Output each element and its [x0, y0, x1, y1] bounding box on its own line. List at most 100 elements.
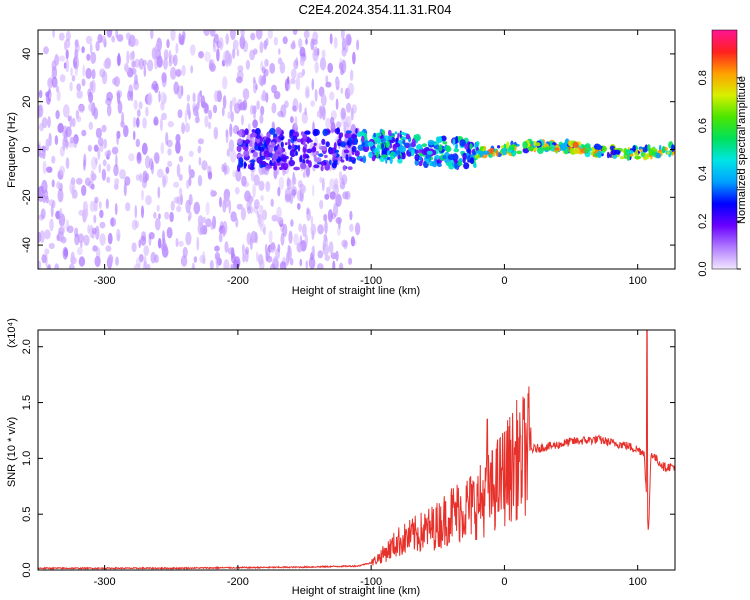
heatmap-cell [124, 64, 129, 73]
heatmap-cell [38, 260, 42, 269]
heatmap-cell [271, 214, 279, 222]
heatmap-cell [333, 142, 337, 150]
heatmap-cells [38, 30, 675, 269]
heatmap-cell [308, 256, 316, 269]
heatmap-cell [341, 30, 345, 41]
heatmap-cell [64, 38, 71, 49]
heatmap-cell [254, 141, 258, 147]
heatmap-cell [129, 51, 134, 61]
heatmap-cell [99, 142, 104, 153]
heatmap-cell [253, 174, 260, 186]
heatmap-cell [223, 259, 230, 269]
heatmap-cell [71, 185, 75, 199]
heatmap-cell [191, 262, 196, 269]
heatmap-cell [65, 126, 72, 138]
heatmap-cell [250, 132, 257, 138]
heatmap-cell [251, 129, 256, 133]
heatmap-cell [107, 254, 114, 265]
heatmap-cell [115, 30, 119, 39]
heatmap-cell [59, 165, 65, 176]
heatmap-cell [294, 116, 298, 129]
heatmap-cell [156, 204, 160, 212]
heatmap-cell [375, 132, 382, 137]
heatmap-cell [349, 210, 353, 221]
heatmap-cell [432, 149, 437, 156]
heatmap-cell [170, 200, 175, 211]
heatmap-cell [43, 46, 49, 55]
heatmap-cell [308, 160, 312, 168]
heatmap-cell [634, 155, 642, 160]
heatmap-cell [184, 122, 190, 133]
heatmap-cell [130, 67, 137, 75]
heatmap-cell [161, 112, 167, 121]
heatmap-cell [250, 32, 256, 41]
heatmap-cell [123, 125, 129, 138]
heatmap-cell [397, 154, 401, 160]
heatmap-cell [244, 139, 250, 145]
heatmap-cell [322, 128, 329, 137]
heatmap-cell [241, 129, 245, 137]
heatmap-cell [590, 151, 594, 156]
heatmap-cell [241, 244, 245, 255]
heatmap-cell [310, 215, 314, 226]
heatmap-cell [469, 157, 475, 165]
heatmap-cell [387, 136, 393, 141]
heatmap-cell [304, 107, 307, 116]
heatmap-cell [438, 144, 443, 152]
heatmap-cell [116, 54, 122, 67]
heatmap-cell [188, 176, 192, 187]
heatmap-cell [56, 181, 61, 190]
heatmap-cell [107, 232, 113, 245]
heatmap-cell [167, 121, 174, 128]
heatmap-cell [89, 42, 93, 54]
heatmap-cell [339, 170, 342, 180]
heatmap-cell [312, 146, 317, 153]
heatmap-cell [97, 33, 103, 44]
heatmap-cell [229, 123, 233, 137]
heatmap-cell [361, 141, 365, 146]
heatmap-cell [306, 148, 313, 154]
heatmap-cell [287, 144, 292, 150]
heatmap-cell [473, 163, 477, 168]
x-tick-label: -300 [94, 275, 116, 287]
heatmap-cell [361, 135, 365, 143]
heatmap-cell [143, 245, 150, 256]
heatmap-cell [97, 137, 104, 147]
colorbar-label: Normalized spectral amplitude [736, 76, 748, 224]
heatmap-cell [260, 195, 264, 202]
heatmap-cell [300, 131, 305, 136]
heatmap-cell [671, 144, 675, 153]
heatmap-cell [225, 129, 229, 144]
heatmap-cell [572, 141, 579, 148]
heatmap-cell [175, 140, 181, 154]
snr-series-line [38, 330, 675, 570]
y-tick-label: -20 [21, 189, 33, 205]
heatmap-cell [488, 154, 494, 158]
heatmap-cell [193, 201, 201, 215]
heatmap-cell [291, 143, 295, 152]
heatmap-cell [89, 200, 96, 212]
heatmap-cell [514, 146, 517, 152]
heatmap-cell [98, 163, 102, 174]
heatmap-cell [73, 55, 80, 70]
heatmap-cell [214, 252, 221, 261]
heatmap-cell [185, 231, 192, 246]
heatmap-cell [381, 142, 384, 150]
heatmap-cell [247, 164, 251, 170]
heatmap-cell [103, 138, 107, 149]
heatmap-cell [414, 133, 421, 142]
heatmap-cell [286, 76, 290, 85]
heatmap-cell [96, 247, 101, 261]
heatmap-cell [329, 149, 334, 155]
heatmap-cell [88, 180, 94, 189]
heatmap-cell [306, 207, 310, 215]
heatmap-cell [321, 145, 328, 151]
heatmap-cell [380, 154, 388, 158]
heatmap-cell [126, 50, 130, 65]
heatmap-cell [554, 147, 560, 151]
heatmap-cell [134, 220, 140, 229]
heatmap-cell [207, 171, 213, 180]
heatmap-cell [320, 162, 325, 166]
heatmap-cell [180, 255, 188, 267]
heatmap-cell [111, 35, 116, 43]
